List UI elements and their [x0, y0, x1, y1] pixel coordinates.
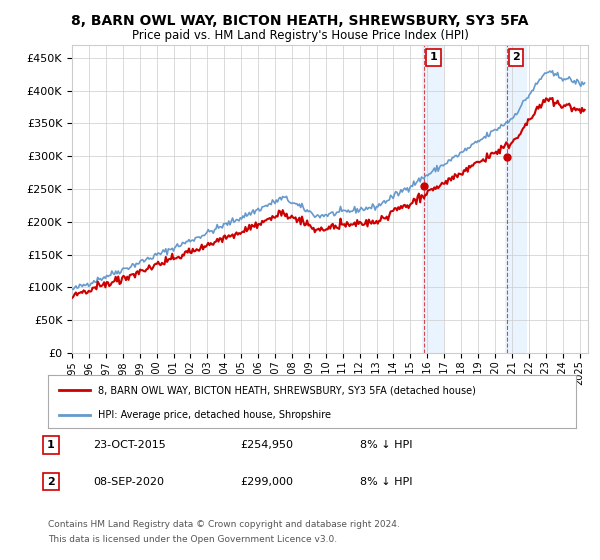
- Text: 8, BARN OWL WAY, BICTON HEATH, SHREWSBURY, SY3 5FA: 8, BARN OWL WAY, BICTON HEATH, SHREWSBUR…: [71, 14, 529, 28]
- Text: 23-OCT-2015: 23-OCT-2015: [93, 440, 166, 450]
- Text: This data is licensed under the Open Government Licence v3.0.: This data is licensed under the Open Gov…: [48, 535, 337, 544]
- Text: 8% ↓ HPI: 8% ↓ HPI: [360, 477, 413, 487]
- Bar: [505, 45, 527, 353]
- Text: HPI: Average price, detached house, Shropshire: HPI: Average price, detached house, Shro…: [98, 410, 331, 420]
- Bar: [422, 45, 445, 353]
- Text: 8, BARN OWL WAY, BICTON HEATH, SHREWSBURY, SY3 5FA (detached house): 8, BARN OWL WAY, BICTON HEATH, SHREWSBUR…: [98, 385, 476, 395]
- Text: 2: 2: [512, 53, 520, 63]
- Text: Price paid vs. HM Land Registry's House Price Index (HPI): Price paid vs. HM Land Registry's House …: [131, 29, 469, 42]
- Text: Contains HM Land Registry data © Crown copyright and database right 2024.: Contains HM Land Registry data © Crown c…: [48, 520, 400, 529]
- Text: 2: 2: [47, 477, 55, 487]
- Text: 1: 1: [47, 440, 55, 450]
- Text: 08-SEP-2020: 08-SEP-2020: [93, 477, 164, 487]
- Text: 1: 1: [430, 53, 437, 63]
- Text: £254,950: £254,950: [240, 440, 293, 450]
- Text: 8% ↓ HPI: 8% ↓ HPI: [360, 440, 413, 450]
- Text: £299,000: £299,000: [240, 477, 293, 487]
